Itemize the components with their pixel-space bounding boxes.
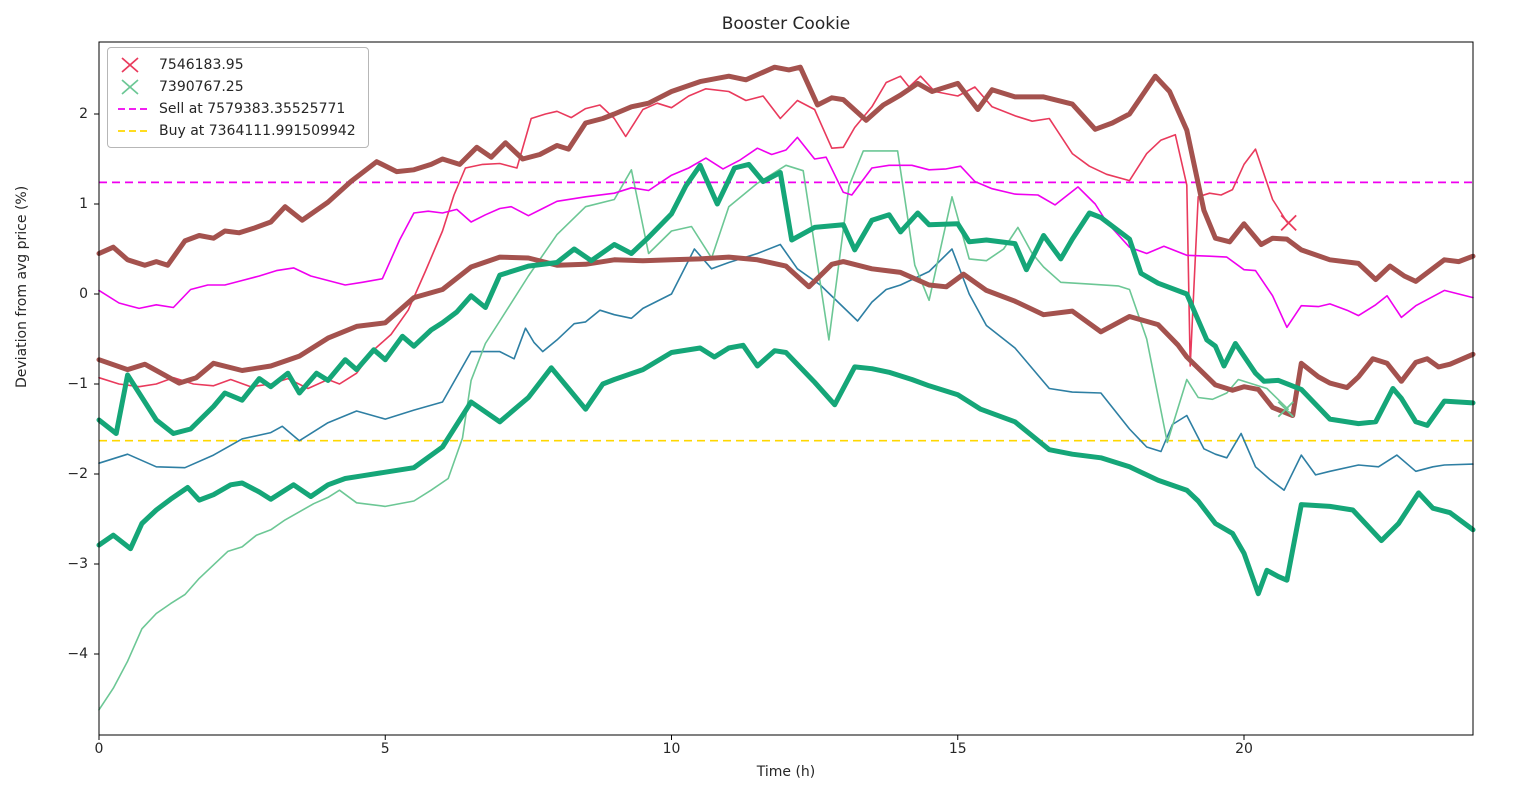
series-magenta-thin: [98, 136, 1474, 329]
x-axis-label: Time (h): [756, 764, 816, 780]
dashed-line-icon: [118, 129, 150, 132]
x-tick-label: 15: [948, 741, 967, 757]
x-tick-label: 10: [662, 741, 681, 757]
legend-label: 7546183.95: [159, 56, 244, 73]
y-tick-label: −3: [67, 556, 88, 572]
chart-title: Booster Cookie: [721, 14, 851, 34]
legend-item: Buy at 7364111.991509942: [117, 121, 356, 140]
x-marker-icon: [121, 56, 139, 73]
dashed-line-icon: [118, 107, 150, 110]
legend-item: 7390767.25: [117, 77, 356, 96]
x-tick-label: 20: [1235, 741, 1253, 757]
series-crimson-thin: [98, 75, 1288, 390]
x-tick-label: 0: [94, 741, 104, 757]
x-tick-label: 5: [380, 741, 390, 757]
legend-item: Sell at 7579383.35525771: [117, 99, 356, 118]
axes-spines: [98, 41, 1474, 736]
y-tick-label: −2: [67, 466, 88, 482]
series-teal-thin: [98, 243, 1474, 492]
legend-item: 7546183.95: [117, 55, 356, 74]
sell-price-x-icon: [1280, 214, 1297, 232]
legend-label: Sell at 7579383.35525771: [159, 100, 346, 117]
series-light-green-thin: [98, 150, 1289, 711]
y-tick-label: −1: [67, 376, 88, 392]
x-marker-icon: [121, 78, 139, 95]
y-tick-label: 1: [79, 196, 88, 212]
series-brown-thick-top: [96, 64, 1476, 284]
series-green-thick-lower: [96, 342, 1476, 597]
legend: 7546183.95 7390767.25 Sell at 7579383.3552…: [107, 47, 369, 148]
series-green-thick-upper: [96, 161, 1476, 436]
legend-label: 7390767.25: [159, 78, 244, 95]
y-tick-label: 0: [79, 286, 88, 302]
legend-label: Buy at 7364111.991509942: [159, 122, 356, 139]
series-brown-thick-middle: [96, 254, 1476, 418]
y-tick-label: 2: [79, 106, 88, 122]
y-tick-label: −4: [67, 646, 88, 662]
buy-price-x-icon: [1277, 401, 1294, 418]
